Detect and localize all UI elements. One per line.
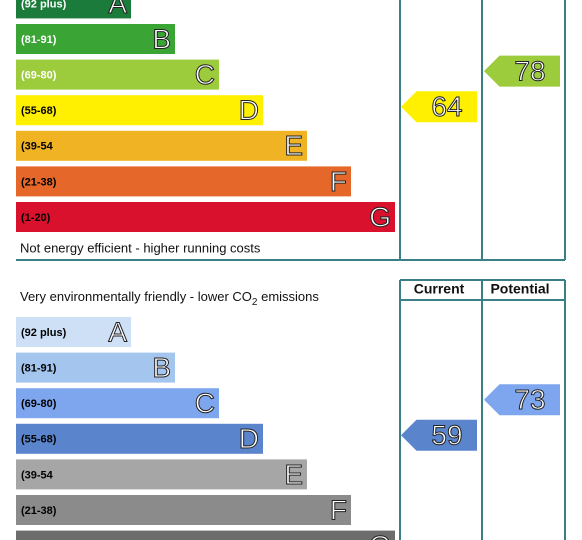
band-range: (92 plus) [21, 0, 67, 10]
header-note: Very environmentally friendly - lower CO… [20, 289, 319, 307]
rating-value: 73 [514, 384, 545, 415]
header-subscript: 2 [252, 297, 258, 308]
band-range: (55-68) [21, 105, 57, 117]
rating-band [16, 130, 307, 161]
band-range: (21-38) [21, 505, 57, 517]
rating-band [16, 459, 307, 490]
rating-arrow [401, 91, 477, 123]
band-letter: C [195, 388, 215, 419]
rating-band [16, 423, 263, 454]
rating-arrow [484, 384, 560, 416]
rating-band [16, 317, 131, 347]
band-range: (81-91) [21, 363, 57, 375]
band-letter: B [152, 352, 171, 383]
band-range: (69-80) [21, 70, 57, 82]
band-letter: A [108, 0, 127, 19]
band-letter: F [330, 494, 347, 525]
rating-band [16, 495, 351, 525]
band-letter: F [330, 166, 347, 197]
header-text: Very environmentally friendly - lower CO [20, 289, 252, 304]
rating-band [16, 95, 263, 126]
rating-arrow [401, 419, 477, 451]
band-letter: E [284, 459, 303, 490]
band-range: (81-91) [21, 34, 57, 46]
band-letter: G [369, 530, 391, 540]
rating-band [16, 24, 175, 54]
band-letter: A [108, 316, 127, 347]
column-header: Current [414, 281, 465, 297]
rating-band [16, 352, 175, 383]
band-range: (39-54 [21, 141, 54, 153]
band-letter: E [284, 130, 303, 161]
rating-band [16, 202, 395, 232]
band-letter: B [152, 23, 171, 54]
band-letter: D [239, 423, 259, 454]
band-range: (21-38) [21, 176, 57, 188]
header-end: emissions [257, 289, 319, 304]
band-range: (69-80) [21, 398, 57, 410]
band-range: (55-68) [21, 434, 57, 446]
rating-band [16, 530, 395, 540]
band-letter: D [239, 95, 259, 126]
band-range: (1-20) [21, 212, 51, 224]
band-letter: G [369, 201, 391, 232]
band-range: (39-54 [21, 469, 54, 481]
rating-arrow [484, 55, 560, 87]
band-letter: C [195, 59, 215, 90]
rating-value: 64 [431, 91, 462, 122]
rating-band [16, 59, 219, 90]
rating-value: 59 [431, 420, 462, 451]
frame [16, 0, 566, 540]
rating-band [16, 0, 131, 19]
rating-value: 78 [514, 55, 545, 86]
footer-note: Not energy efficient - higher running co… [20, 240, 261, 255]
column-header: Potential [490, 281, 549, 297]
rating-band [16, 166, 351, 197]
band-range: (92 plus) [21, 327, 67, 339]
rating-band [16, 388, 219, 419]
